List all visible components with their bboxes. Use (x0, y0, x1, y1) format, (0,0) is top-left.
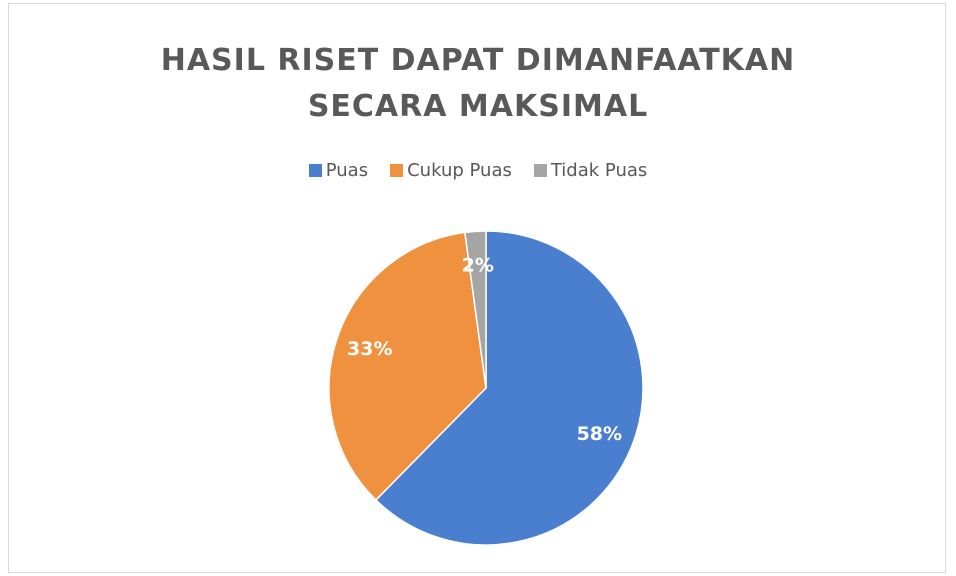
data-label: 58% (577, 423, 622, 445)
legend-label: Tidak Puas (550, 160, 648, 181)
chart-frame (8, 3, 946, 573)
pie-slice (464, 230, 487, 389)
legend-swatch (308, 164, 322, 177)
data-label: 2% (462, 254, 494, 276)
pie-slice (328, 231, 487, 502)
legend-item: Tidak Puas (533, 160, 648, 181)
legend-swatch (390, 164, 404, 177)
legend: Puas Cukup Puas Tidak Puas (0, 160, 956, 181)
data-label: 33% (347, 338, 392, 360)
chart-title: HASIL RISET DAPAT DIMANFAATKAN SECARA MA… (160, 43, 796, 124)
pie-slice (374, 230, 644, 546)
legend-label: Cukup Puas (407, 160, 512, 181)
legend-label: Puas (325, 160, 369, 181)
legend-item: Puas (308, 160, 369, 181)
legend-item: Cukup Puas (390, 160, 512, 181)
legend-swatch (533, 164, 547, 177)
